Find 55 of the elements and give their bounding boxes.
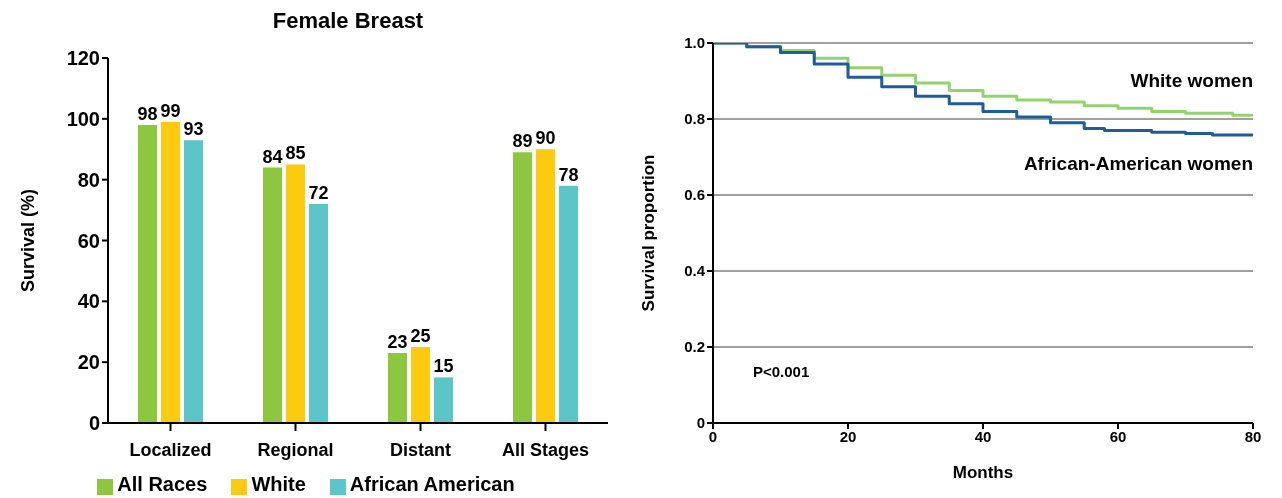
y-tick-label: 0.4 — [684, 262, 706, 280]
legend-label: White — [251, 473, 306, 495]
x-tick-label: Distant — [389, 439, 452, 460]
bar — [411, 346, 430, 423]
series-label: White women — [1130, 70, 1253, 92]
y-tick-label: 0.6 — [684, 186, 705, 204]
bar — [559, 185, 578, 423]
y-axis-title: Survival (%) — [18, 188, 39, 293]
data-label: 72 — [308, 183, 329, 203]
x-tick-label: 20 — [839, 427, 857, 445]
data-label: 98 — [137, 103, 158, 124]
y-tick-label: 100 — [66, 107, 100, 130]
bar — [513, 152, 532, 423]
x-axis-title: Months — [952, 463, 1014, 482]
y-tick-label: 20 — [77, 351, 100, 374]
data-label: 25 — [410, 325, 431, 346]
y-tick-label: 40 — [77, 290, 100, 313]
y-tick-label: 60 — [77, 229, 100, 252]
data-label: 84 — [262, 146, 283, 167]
bar — [138, 124, 157, 423]
x-tick-label: Regional — [257, 439, 334, 460]
data-label: 89 — [512, 131, 533, 152]
bar — [161, 121, 180, 423]
data-label: 93 — [183, 119, 204, 140]
x-tick-label: 0 — [708, 427, 718, 445]
series-label: African-American women — [1023, 153, 1253, 175]
bar — [263, 167, 282, 423]
bar — [286, 164, 305, 423]
y-tick-label: 0.2 — [684, 338, 705, 356]
data-label: 99 — [160, 100, 181, 121]
x-tick-label: 60 — [1109, 427, 1127, 445]
x-tick-label: 80 — [1244, 427, 1262, 445]
data-label: 23 — [387, 332, 408, 353]
data-label: 90 — [535, 128, 556, 149]
chart-title: Female Breast — [271, 8, 425, 35]
x-tick-label: Localized — [129, 439, 212, 460]
bar — [434, 377, 453, 423]
x-tick-label: All Stages — [501, 439, 590, 460]
annotation: P<0.001 — [753, 363, 810, 380]
legend-label: African American — [349, 473, 515, 495]
y-tick-label: 120 — [66, 47, 100, 70]
y-tick-label: 80 — [77, 168, 100, 191]
bar — [184, 140, 203, 423]
legend-label: All Races — [117, 473, 208, 495]
data-label: 78 — [558, 164, 579, 185]
bar — [309, 204, 328, 423]
data-label: 85 — [285, 143, 306, 164]
data-label: 15 — [433, 356, 454, 377]
y-tick-label: 0 — [696, 414, 705, 432]
y-axis-title: Survival proportion — [639, 154, 659, 312]
x-tick-label: 40 — [974, 427, 992, 445]
y-tick-label: 0.8 — [684, 110, 705, 128]
y-tick-label: 1.0 — [684, 34, 705, 52]
bar — [388, 353, 407, 423]
bar — [536, 149, 555, 423]
